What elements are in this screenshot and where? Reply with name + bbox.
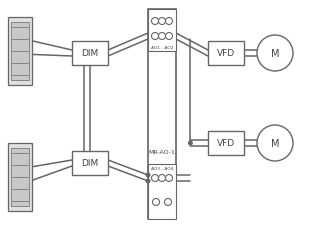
Bar <box>208 131 244 155</box>
Text: AO3 - AO4: AO3 - AO4 <box>151 166 173 170</box>
Text: M: M <box>271 138 279 148</box>
Bar <box>11 148 29 206</box>
Circle shape <box>153 199 160 206</box>
Text: AO1 - AO2: AO1 - AO2 <box>151 46 173 50</box>
Circle shape <box>166 33 172 40</box>
Bar <box>72 151 108 175</box>
Circle shape <box>145 173 150 178</box>
Circle shape <box>166 18 172 25</box>
Bar <box>148 10 176 52</box>
Bar <box>148 164 176 219</box>
Circle shape <box>188 141 193 146</box>
Bar <box>148 10 176 219</box>
Circle shape <box>152 175 158 182</box>
Circle shape <box>158 18 166 25</box>
Bar <box>8 143 32 211</box>
Bar <box>8 18 32 86</box>
Text: DIM: DIM <box>82 49 99 58</box>
Circle shape <box>158 33 166 40</box>
Text: M: M <box>271 49 279 59</box>
Text: VFD: VFD <box>217 139 235 148</box>
Circle shape <box>152 33 158 40</box>
Text: DIM: DIM <box>82 159 99 168</box>
Circle shape <box>257 36 293 72</box>
Text: VFD: VFD <box>217 49 235 58</box>
Text: MR-AO-1: MR-AO-1 <box>148 150 175 155</box>
Bar <box>208 42 244 66</box>
Bar <box>72 42 108 66</box>
Circle shape <box>165 199 171 206</box>
Circle shape <box>145 179 150 184</box>
Circle shape <box>257 125 293 161</box>
Circle shape <box>158 175 166 182</box>
Bar <box>11 23 29 81</box>
Circle shape <box>166 175 172 182</box>
Circle shape <box>152 18 158 25</box>
